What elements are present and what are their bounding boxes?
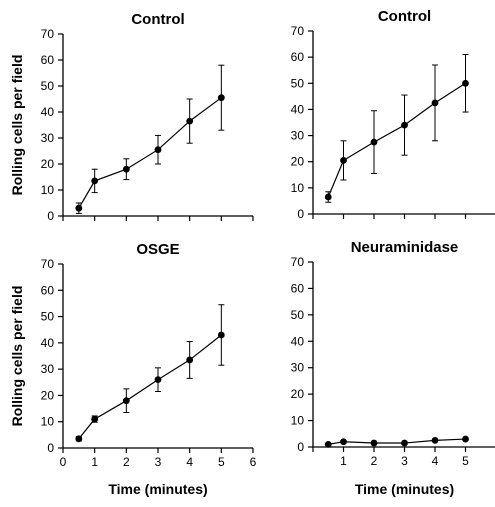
chart-3-y-tick-label: 20 — [41, 388, 55, 402]
chart-1-y-tick-label: 50 — [41, 79, 55, 93]
chart-2-data-point — [401, 121, 408, 129]
chart-3-x-tick-label: 4 — [186, 455, 193, 469]
chart-3-y-tick-label: 10 — [41, 415, 55, 429]
chart-4-y-tick-label: 10 — [291, 414, 305, 428]
chart-4-y-tick-label: 0 — [297, 440, 304, 454]
chart-3-y-tick-label: 30 — [41, 362, 55, 376]
chart-2-data-point — [462, 79, 469, 87]
chart-1-data-point — [91, 177, 99, 185]
chart-3-data-point — [154, 376, 162, 384]
chart-4-data-point — [401, 439, 408, 447]
chart-2-y-tick-label: 0 — [297, 207, 304, 221]
chart-1-y-tick-label: 10 — [41, 183, 55, 197]
chart-3-data-point — [91, 415, 99, 423]
chart-2-data-point — [431, 99, 439, 107]
chart-2-y-tick-label: 20 — [291, 155, 305, 169]
chart-4-data-point — [340, 438, 347, 446]
chart-2-series-line — [327, 82, 466, 198]
chart-1-y-tick-label: 60 — [41, 53, 55, 67]
chart-2-data-point — [370, 138, 378, 146]
chart-4-x-tick-label: 5 — [462, 454, 469, 468]
chart-2-y-tick-label: 40 — [291, 102, 305, 116]
chart-1-y-label: Rolling cells per field — [9, 55, 25, 196]
chart-3-y-label: Rolling cells per field — [9, 286, 25, 427]
chart-1-y-tick-label: 0 — [47, 209, 54, 223]
chart-4-y-tick-label: 60 — [291, 281, 305, 295]
chart-4-data-point — [431, 436, 439, 444]
chart-1-data-point — [186, 117, 194, 125]
chart-3-y-tick-label: 60 — [41, 283, 55, 297]
chart-1-data-point — [217, 94, 225, 102]
chart-1-y-tick-label: 30 — [41, 131, 55, 145]
chart-4-data-point — [462, 435, 469, 443]
chart-2-y-tick-label: 60 — [291, 50, 305, 64]
chart-2-y-tick-label: 70 — [291, 24, 305, 38]
chart-4-x-label: Time (minutes) — [355, 481, 454, 497]
chart-3-data-point — [217, 331, 225, 339]
chart-3-x-tick-label: 5 — [218, 455, 225, 469]
chart-3-title: OSGE — [136, 241, 179, 258]
chart-4-x-tick-label: 4 — [432, 454, 439, 468]
chart-3-x-label: Time (minutes) — [108, 481, 207, 497]
chart-3-y-tick-label: 70 — [41, 257, 55, 271]
chart-4-y-tick-label: 30 — [291, 361, 305, 375]
chart-1-data-point — [75, 204, 83, 212]
chart-1-data-point — [154, 146, 162, 154]
chart-3-data-point — [122, 397, 130, 405]
chart-3-y-tick-label: 40 — [41, 336, 55, 350]
chart-3-x-tick-label: 1 — [91, 455, 98, 469]
chart-3-x-tick-label: 6 — [250, 455, 257, 469]
chart-4-series-line — [328, 438, 466, 445]
chart-4-title: Neuraminidase — [351, 239, 459, 256]
chart-2-data-point — [324, 193, 332, 201]
chart-4-data-point — [370, 439, 378, 447]
chart-1-series-line — [78, 97, 222, 209]
chart-3-x-tick-label: 3 — [155, 455, 162, 469]
chart-1-y-tick-label: 40 — [41, 105, 55, 119]
chart-3-data-point — [186, 356, 194, 364]
chart-4-y-tick-label: 20 — [291, 387, 305, 401]
chart-1-y-tick-label: 20 — [41, 157, 55, 171]
chart-3-x-tick-label: 0 — [60, 455, 67, 469]
chart-3-data-point — [75, 435, 83, 443]
chart-1-title: Control — [131, 11, 184, 28]
chart-4-y-tick-label: 70 — [291, 255, 305, 269]
chart-3-y-tick-label: 50 — [41, 310, 55, 324]
chart-1-data-point — [122, 165, 130, 173]
chart-2-title: Control — [378, 8, 431, 25]
chart-2-y-tick-label: 10 — [291, 181, 305, 195]
chart-4-x-tick-label: 2 — [371, 454, 378, 468]
chart-2-y-tick-label: 30 — [291, 129, 305, 143]
chart-1-y-tick-label: 70 — [41, 27, 55, 41]
chart-3-x-tick-label: 2 — [123, 455, 130, 469]
chart-4-x-tick-label: 3 — [401, 454, 408, 468]
chart-2-data-point — [340, 157, 347, 164]
chart-3-series-line — [78, 334, 222, 440]
chart-4-data-point — [324, 440, 332, 448]
chart-4-x-tick-label: 1 — [340, 454, 347, 468]
chart-2-y-tick-label: 50 — [291, 76, 305, 90]
chart-3-y-tick-label: 0 — [47, 441, 54, 455]
chart-4-y-tick-label: 40 — [291, 334, 305, 348]
chart-4-y-tick-label: 50 — [291, 308, 305, 322]
